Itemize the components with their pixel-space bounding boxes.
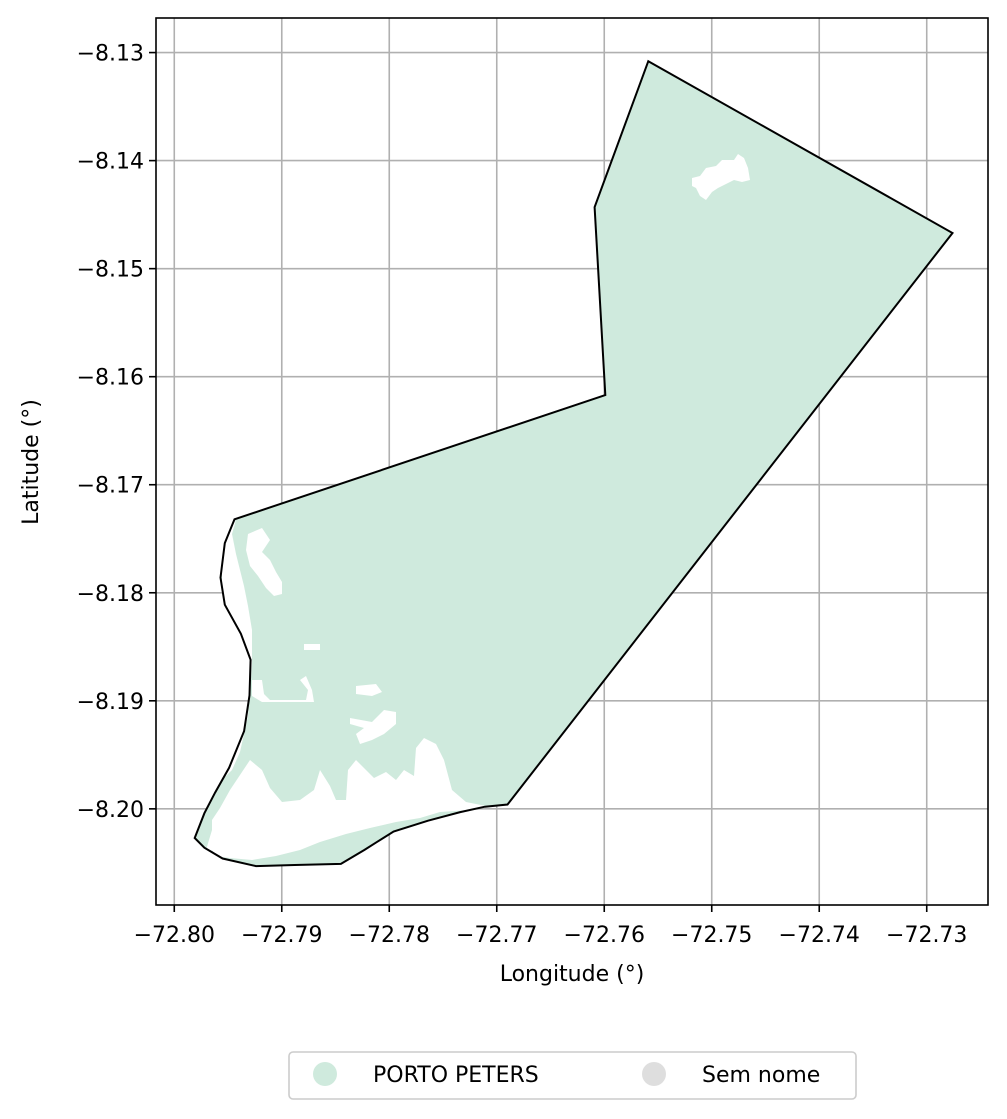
land-cover-gap — [246, 528, 282, 596]
y-tick-label: −8.13 — [77, 42, 144, 67]
y-axis-label: Latitude (°) — [19, 399, 44, 525]
land-cover-gap — [304, 644, 320, 650]
land-cover-gap — [356, 684, 382, 696]
land-cover-gap — [206, 826, 222, 852]
y-tick-label: −8.15 — [77, 258, 144, 283]
x-tick-label: −72.77 — [456, 923, 537, 948]
y-tick-label: −8.16 — [77, 366, 144, 391]
x-tick-label: −72.76 — [564, 923, 645, 948]
land-cover-gap — [252, 676, 314, 702]
x-tick-label: −72.75 — [671, 923, 752, 948]
x-tick-label: −72.79 — [241, 923, 322, 948]
x-tick-label: −72.78 — [349, 923, 430, 948]
legend-label-sem-nome: Sem nome — [702, 1063, 820, 1088]
x-axis-label: Longitude (°) — [500, 962, 645, 987]
x-axis-ticks: −72.80 −72.79 −72.78 −72.77 −72.76 −72.75 −72.… — [134, 905, 967, 948]
y-axis-ticks: −8.13 −8.14 −8.15 −8.16 −8.17 −8.18 −8.19 −8.20 — [77, 42, 156, 823]
land-cover-gap — [692, 154, 750, 200]
land-cover-gap — [212, 738, 508, 860]
y-tick-label: −8.19 — [77, 690, 144, 715]
legend-marker-sem-nome — [642, 1062, 666, 1086]
map-layer — [193, 59, 955, 868]
legend-label-porto-peters: PORTO PETERS — [373, 1063, 539, 1088]
y-tick-label: −8.18 — [77, 582, 144, 607]
x-tick-label: −72.74 — [779, 923, 860, 948]
region-boundary-outline — [193, 59, 955, 868]
x-tick-label: −72.80 — [134, 923, 215, 948]
y-tick-label: −8.20 — [77, 798, 144, 823]
land-cover-gap — [350, 710, 396, 744]
axes-frame — [155, 17, 989, 906]
legend-box — [288, 1051, 857, 1100]
x-tick-label: −72.73 — [886, 923, 967, 948]
plot-area: −72.80 −72.79 −72.78 −72.77 −72.76 −72.75 −72.… — [77, 17, 989, 948]
legend-marker-porto-peters — [313, 1062, 337, 1086]
legend: PORTO PETERS Sem nome — [288, 1051, 857, 1100]
y-tick-label: −8.17 — [77, 474, 144, 499]
region-porto-peters — [194, 61, 953, 867]
y-tick-label: −8.14 — [77, 150, 144, 175]
